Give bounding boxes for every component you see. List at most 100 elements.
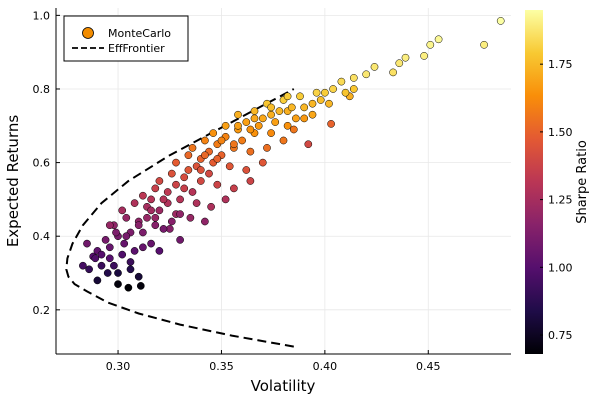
y-tick-label: 0.6 — [33, 157, 51, 170]
montecarlo-point — [155, 206, 164, 215]
montecarlo-point — [186, 213, 195, 222]
montecarlo-point — [230, 140, 238, 149]
montecarlo-point — [103, 269, 112, 277]
montecarlo-point — [296, 92, 304, 101]
montecarlo-point — [151, 213, 160, 222]
x-tick-label: 0.45 — [416, 360, 441, 373]
montecarlo-point — [213, 155, 222, 163]
x-tick-label: 0.40 — [313, 360, 338, 373]
montecarlo-point — [312, 88, 321, 97]
montecarlo-point — [242, 118, 251, 126]
grid — [56, 8, 511, 354]
montecarlo-point — [114, 269, 122, 277]
montecarlo-point — [349, 85, 358, 93]
x-tick-label: 0.35 — [209, 360, 234, 373]
x-ticks: 0.30 0.35 0.40 0.45 — [106, 350, 441, 373]
montecarlo-point — [234, 110, 242, 119]
montecarlo-point — [139, 243, 147, 252]
montecarlo-point — [155, 177, 164, 185]
montecarlo-point — [389, 68, 397, 77]
montecarlo-points — [79, 17, 505, 292]
eff-frontier-line — [65, 88, 295, 348]
montecarlo-point — [401, 53, 410, 62]
montecarlo-point — [480, 40, 488, 49]
montecarlo-point — [188, 144, 197, 152]
montecarlo-point — [126, 265, 135, 274]
montecarlo-point — [167, 169, 176, 178]
montecarlo-point — [321, 88, 329, 97]
montecarlo-point — [238, 136, 246, 145]
montecarlo-point — [316, 96, 325, 104]
montecarlo-point — [126, 258, 135, 266]
colorbar-tick-label: 1.00 — [548, 261, 573, 274]
montecarlo-point — [147, 195, 155, 204]
montecarlo-point — [434, 35, 443, 44]
montecarlo-point — [300, 114, 309, 123]
legend-montecarlo-label: MonteCarlo — [108, 27, 171, 40]
y-tick-label: 0.8 — [33, 83, 51, 96]
montecarlo-point — [122, 213, 131, 222]
montecarlo-point — [139, 191, 147, 200]
montecarlo-point — [329, 85, 337, 93]
montecarlo-point — [180, 173, 189, 182]
montecarlo-point — [230, 184, 238, 193]
axes — [55, 8, 511, 355]
montecarlo-point — [130, 247, 139, 255]
montecarlo-point — [105, 243, 114, 252]
montecarlo-point — [176, 195, 184, 204]
montecarlo-point — [176, 210, 184, 218]
montecarlo-point — [120, 239, 129, 248]
montecarlo-point — [124, 283, 133, 292]
montecarlo-point — [426, 40, 435, 49]
montecarlo-point — [83, 239, 91, 248]
y-ticks: 0.2 0.4 0.6 0.8 1.0 — [33, 9, 60, 317]
montecarlo-point — [151, 221, 160, 230]
montecarlo-point — [217, 136, 226, 145]
montecarlo-point — [292, 114, 300, 123]
montecarlo-point — [300, 103, 309, 112]
montecarlo-point — [349, 74, 358, 82]
montecarlo-point — [242, 166, 251, 174]
y-tick-label: 1.0 — [33, 9, 51, 22]
montecarlo-point — [97, 250, 106, 259]
legend: MonteCarlo EffFrontier — [63, 15, 189, 62]
montecarlo-point — [496, 17, 505, 25]
montecarlo-point — [196, 177, 205, 185]
montecarlo-point — [85, 265, 93, 274]
y-tick-label: 0.4 — [33, 230, 51, 243]
montecarlo-point — [180, 184, 189, 193]
colorbar-tick-label: 1.75 — [548, 58, 573, 71]
montecarlo-point — [114, 280, 122, 288]
montecarlo-point — [275, 107, 284, 115]
montecarlo-point — [370, 63, 379, 71]
montecarlo-point — [147, 206, 155, 215]
montecarlo-point — [192, 199, 201, 207]
montecarlo-point — [325, 99, 333, 108]
montecarlo-point — [184, 151, 193, 160]
montecarlo-point — [184, 166, 193, 174]
montecarlo-point — [151, 184, 160, 193]
montecarlo-point — [159, 225, 168, 233]
montecarlo-point — [91, 254, 100, 263]
colorbar-title: Sharpe Ratio — [575, 140, 590, 224]
montecarlo-point — [258, 158, 267, 167]
montecarlo-point — [155, 247, 164, 255]
x-tick-label: 0.30 — [106, 360, 131, 373]
montecarlo-point — [250, 114, 259, 123]
montecarlo-point — [362, 70, 371, 79]
montecarlo-point — [163, 188, 172, 196]
montecarlo-point — [337, 77, 346, 86]
montecarlo-point — [283, 121, 292, 130]
colorbar-tick-label: 0.75 — [548, 329, 573, 342]
montecarlo-point — [283, 92, 292, 101]
montecarlo-point — [196, 166, 205, 174]
montecarlo-point — [201, 217, 209, 226]
montecarlo-point — [134, 272, 143, 281]
montecarlo-point — [271, 118, 280, 126]
eff-frontier-layer — [65, 88, 295, 348]
montecarlo-point — [327, 120, 335, 128]
y-tick-label: 0.2 — [33, 304, 51, 317]
colorbar-ticks: 0.75 1.00 1.25 1.50 1.75 — [540, 58, 573, 342]
montecarlo-point — [105, 254, 114, 263]
